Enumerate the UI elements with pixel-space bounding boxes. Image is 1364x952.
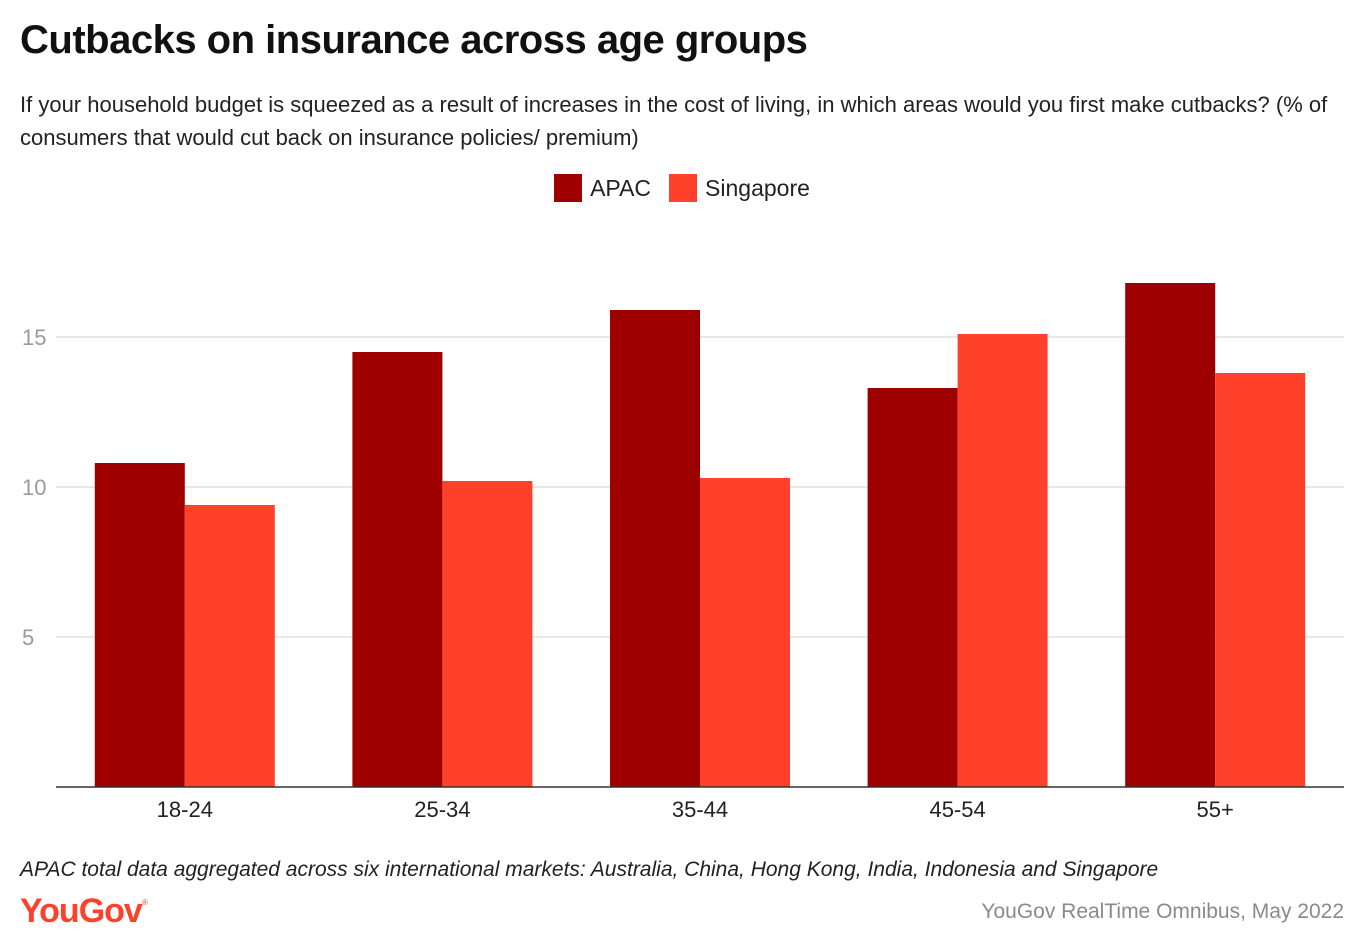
legend-item-singapore: Singapore (669, 174, 810, 202)
legend-label-singapore: Singapore (705, 174, 810, 201)
y-tick-label: 10 (22, 475, 46, 500)
bar-singapore-18-24 (184, 505, 275, 787)
bar-apac-55+ (1125, 283, 1216, 787)
chart-title: Cutbacks on insurance across age groups (20, 18, 808, 62)
x-tick-label: 25-34 (414, 797, 470, 822)
legend-swatch-apac (554, 174, 583, 202)
legend-swatch-singapore (669, 174, 698, 202)
bar-singapore-35-44 (700, 478, 790, 787)
bar-singapore-25-34 (442, 481, 533, 787)
y-tick-label: 15 (22, 325, 46, 350)
x-tick-label: 18-24 (157, 797, 213, 822)
footnote: APAC total data aggregated across six in… (20, 858, 1159, 881)
bar-apac-45-54 (867, 388, 958, 787)
chart-subtitle: If your household budget is squeezed as … (20, 92, 1328, 150)
bar-apac-35-44 (610, 310, 700, 787)
source-note: YouGov RealTime Omnibus, May 2022 (981, 900, 1344, 923)
yougov-logo: YouGov® (20, 892, 148, 931)
bar-singapore-45-54 (957, 334, 1048, 787)
legend-label-apac: APAC (590, 174, 652, 201)
y-tick-label: 5 (22, 625, 34, 650)
bar-singapore-55+ (1215, 373, 1306, 787)
x-tick-label: 55+ (1197, 797, 1234, 822)
x-tick-label: 35-44 (672, 797, 728, 822)
logo-text: YouGov (20, 892, 143, 930)
x-tick-label: 45-54 (929, 797, 985, 822)
legend-item-apac: APAC (554, 174, 651, 202)
chart-legend: APAC Singapore (0, 174, 1364, 202)
registered-mark: ® (141, 898, 148, 907)
bar-apac-18-24 (94, 463, 185, 787)
bar-apac-25-34 (352, 352, 443, 787)
